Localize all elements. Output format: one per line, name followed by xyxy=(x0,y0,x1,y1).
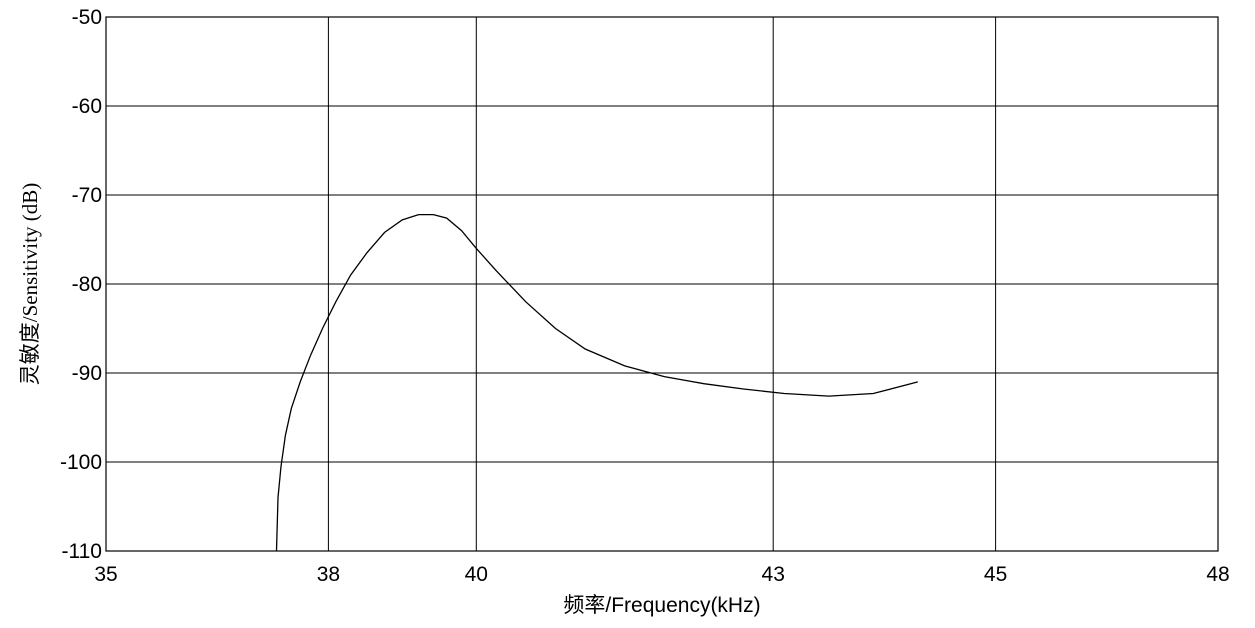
y-tick-label: -100 xyxy=(60,451,102,474)
y-axis-label: 灵敏度/Sensitivity (dB) xyxy=(18,183,42,385)
x-tick-label: 40 xyxy=(465,563,488,586)
x-tick-label: 35 xyxy=(94,563,117,586)
y-tick-label: -80 xyxy=(72,273,102,296)
x-axis-ticks: 35 38 40 43 45 48 xyxy=(94,563,1229,586)
plot-frame xyxy=(105,16,1219,552)
y-tick-label: -50 xyxy=(72,6,102,29)
x-axis-label: 频率/Frequency(kHz) xyxy=(563,594,760,617)
x-tick-label: 43 xyxy=(762,563,785,586)
x-tick-label: 38 xyxy=(317,563,340,586)
sensitivity-curve xyxy=(275,213,918,552)
y-tick-label: -90 xyxy=(72,362,102,385)
y-tick-label: -70 xyxy=(72,184,102,207)
y-tick-label: -60 xyxy=(72,95,102,118)
x-tick-label: 45 xyxy=(984,563,1007,586)
grid-lines xyxy=(105,16,1219,552)
y-axis-ticks: -50 -60 -70 -80 -90 -100 -110 xyxy=(60,6,102,563)
y-tick-label: -110 xyxy=(62,540,102,563)
x-tick-label: 48 xyxy=(1206,563,1229,586)
